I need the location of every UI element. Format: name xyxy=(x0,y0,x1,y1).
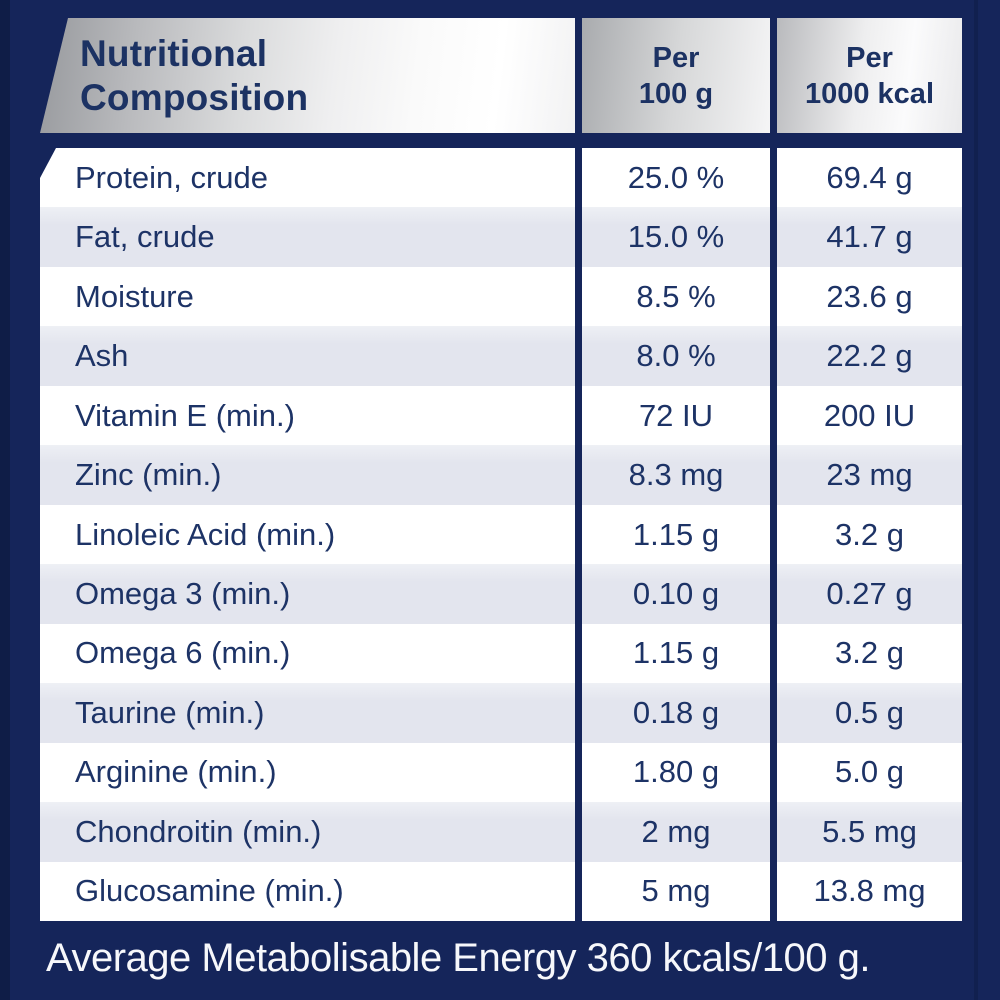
table-row: Moisture 8.5 % 23.6 g xyxy=(40,266,962,327)
nutrient-label: Vitamin E (min.) xyxy=(40,385,575,446)
value-per-100g: 5 mg xyxy=(582,861,770,922)
table-row: Omega 6 (min.) 1.15 g 3.2 g xyxy=(40,623,962,684)
table-header: Nutritional Composition Per 100 g Per 10… xyxy=(40,18,962,133)
nutrition-table: Protein, crude 25.0 % 69.4 g Fat, crude … xyxy=(40,148,962,922)
value-per-1000kcal: 3.2 g xyxy=(777,504,962,565)
nutrient-label: Omega 3 (min.) xyxy=(40,564,575,624)
nutrient-label: Arginine (min.) xyxy=(40,742,575,803)
energy-statement-bar: Average Metabolisable Energy 360 kcals/1… xyxy=(0,921,1000,1000)
value-per-1000kcal: 23 mg xyxy=(777,445,962,505)
value-per-100g: 1.15 g xyxy=(582,504,770,565)
value-per-100g: 1.80 g xyxy=(582,742,770,803)
value-per-100g: 8.0 % xyxy=(582,326,770,386)
package-edge-shadow-left xyxy=(0,0,10,1000)
value-per-100g: 25.0 % xyxy=(582,148,770,208)
table-row: Protein, crude 25.0 % 69.4 g xyxy=(40,148,962,208)
nutrient-label: Protein, crude xyxy=(40,148,575,208)
table-row: Taurine (min.) 0.18 g 0.5 g xyxy=(40,683,962,743)
value-per-1000kcal: 22.2 g xyxy=(777,326,962,386)
nutrient-label: Omega 6 (min.) xyxy=(40,623,575,684)
nutrient-label: Glucosamine (min.) xyxy=(40,861,575,922)
column-header-per-100g-line1: Per xyxy=(652,41,700,74)
value-per-1000kcal: 5.5 mg xyxy=(777,802,962,862)
table-row: Fat, crude 15.0 % 41.7 g xyxy=(40,207,962,267)
value-per-1000kcal: 200 IU xyxy=(777,385,962,446)
value-per-100g: 8.3 mg xyxy=(582,445,770,505)
nutrient-label: Chondroitin (min.) xyxy=(40,802,575,862)
value-per-1000kcal: 13.8 mg xyxy=(777,861,962,922)
column-header-per-100g-line2: 100 g xyxy=(638,77,714,110)
table-row: Glucosamine (min.) 5 mg 13.8 mg xyxy=(40,861,962,922)
table-row: Ash 8.0 % 22.2 g xyxy=(40,326,962,386)
table-title-bar: Nutritional Composition xyxy=(40,18,575,133)
table-row: Vitamin E (min.) 72 IU 200 IU xyxy=(40,385,962,446)
value-per-100g: 8.5 % xyxy=(582,266,770,327)
nutrient-label: Fat, crude xyxy=(40,207,575,267)
package-edge-shadow-right xyxy=(974,0,978,1000)
nutrient-label: Ash xyxy=(40,326,575,386)
table-row: Arginine (min.) 1.80 g 5.0 g xyxy=(40,742,962,803)
column-header-per-100g: Per 100 g xyxy=(582,18,770,133)
value-per-100g: 1.15 g xyxy=(582,623,770,684)
value-per-100g: 72 IU xyxy=(582,385,770,446)
value-per-100g: 0.18 g xyxy=(582,683,770,743)
value-per-1000kcal: 3.2 g xyxy=(777,623,962,684)
table-row: Omega 3 (min.) 0.10 g 0.27 g xyxy=(40,564,962,624)
table-title-line1: Nutritional xyxy=(80,32,268,74)
value-per-100g: 2 mg xyxy=(582,802,770,862)
nutrient-label: Zinc (min.) xyxy=(40,445,575,505)
value-per-1000kcal: 0.27 g xyxy=(777,564,962,624)
nutrient-label: Taurine (min.) xyxy=(40,683,575,743)
nutrient-label: Linoleic Acid (min.) xyxy=(40,504,575,565)
metabolisable-energy-text: Average Metabolisable Energy 360 kcals/1… xyxy=(46,936,870,980)
value-per-1000kcal: 5.0 g xyxy=(777,742,962,803)
column-header-per-1000kcal-line1: Per xyxy=(846,41,893,74)
column-header-per-1000kcal: Per 1000 kcal xyxy=(777,18,962,133)
table-row: Linoleic Acid (min.) 1.15 g 3.2 g xyxy=(40,504,962,565)
value-per-1000kcal: 23.6 g xyxy=(777,266,962,327)
value-per-1000kcal: 69.4 g xyxy=(777,148,962,208)
value-per-1000kcal: 41.7 g xyxy=(777,207,962,267)
table-row: Chondroitin (min.) 2 mg 5.5 mg xyxy=(40,802,962,862)
value-per-100g: 0.10 g xyxy=(582,564,770,624)
table-row: Zinc (min.) 8.3 mg 23 mg xyxy=(40,445,962,505)
column-header-per-1000kcal-line2: 1000 kcal xyxy=(804,77,934,110)
table-title-line2: Composition xyxy=(80,76,309,118)
value-per-1000kcal: 0.5 g xyxy=(777,683,962,743)
nutrient-label: Moisture xyxy=(40,266,575,327)
value-per-100g: 15.0 % xyxy=(582,207,770,267)
